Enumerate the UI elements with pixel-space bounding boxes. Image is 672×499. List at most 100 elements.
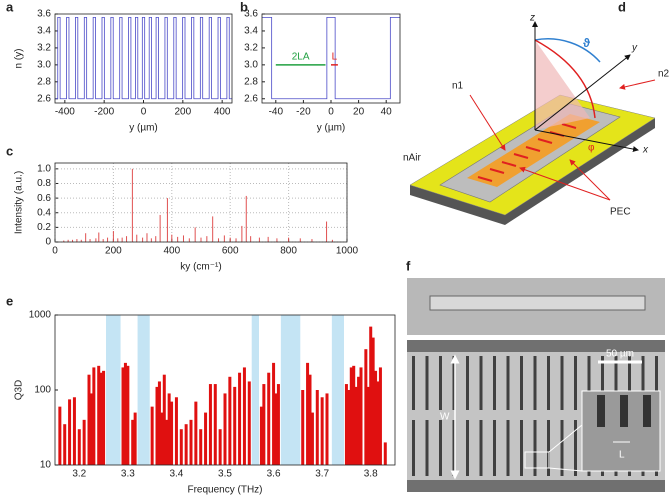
bar (174, 397, 178, 465)
bar (347, 390, 351, 465)
y-axis (534, 54, 631, 131)
bar (272, 362, 276, 465)
pec-label: PEC (610, 207, 631, 218)
x-tick-label: 1000 (336, 246, 359, 257)
bar (72, 397, 76, 465)
panel-label: a (6, 0, 14, 14)
bar (189, 419, 193, 465)
y-tick-label: 100 (34, 385, 51, 396)
bar (162, 374, 166, 465)
bar (308, 374, 312, 465)
edge (407, 480, 665, 492)
device-diagram: d z y x ϑ φ n1 n2 nAir PEC (403, 0, 670, 225)
nair-label: nAir (403, 153, 421, 164)
bar (364, 349, 368, 465)
bar (374, 370, 378, 465)
y-tick-label: 2.6 (37, 93, 51, 104)
plot-frame (261, 13, 401, 104)
bar (157, 381, 161, 465)
bar (167, 393, 171, 465)
bar (352, 365, 356, 465)
x-tick-label: 3.2 (72, 469, 86, 480)
bar (170, 401, 174, 465)
x-tick-label: 400 (163, 246, 180, 257)
slit (479, 356, 483, 410)
zoom-line (548, 424, 583, 453)
bar (369, 326, 373, 465)
slit (547, 420, 550, 476)
theta-arc (534, 38, 601, 63)
slit (560, 356, 564, 410)
slit (439, 420, 442, 476)
x-tick-label: -40 (269, 107, 284, 118)
inset-slit (620, 395, 628, 427)
axis-name: x (642, 145, 649, 156)
n1-arrow (469, 94, 506, 151)
bar (68, 399, 72, 465)
bar (376, 381, 380, 465)
bar (267, 372, 271, 465)
bar (218, 429, 222, 465)
bar (315, 390, 319, 465)
highlight-band (106, 315, 121, 465)
bar (371, 337, 375, 465)
sem-image: f 50 µm W L (406, 258, 665, 492)
bar (301, 390, 305, 465)
slit (641, 356, 645, 410)
bar (133, 412, 137, 465)
bar (87, 374, 91, 465)
bar (223, 393, 227, 465)
phi-arc (534, 39, 596, 119)
y-tick-label: 10 (40, 460, 52, 471)
plot-frame (54, 162, 348, 243)
x-axis-label: Frequency (THz) (187, 485, 262, 496)
x-tick-label: 20 (353, 107, 365, 118)
panel-label: c (6, 143, 13, 158)
bar (262, 384, 266, 465)
inset-slit (643, 395, 651, 427)
bar (77, 429, 81, 465)
bar (213, 384, 217, 465)
x-tick-label: 40 (381, 107, 393, 118)
bar (184, 424, 188, 465)
x-tick-label: 3.8 (364, 469, 378, 480)
bar (378, 367, 382, 465)
bar (383, 442, 387, 465)
y-axis-label: Intensity (a.u.) (14, 171, 25, 234)
pec-arrow (569, 159, 611, 201)
x-tick-label: 0 (52, 246, 58, 257)
x-tick-label: 200 (105, 246, 122, 257)
y-tick-label: 3.6 (244, 9, 258, 20)
plot-frame (54, 314, 396, 466)
panel-label: f (406, 258, 411, 273)
x-tick-label: 200 (174, 107, 191, 118)
n2-arrow (619, 79, 656, 90)
slit (506, 356, 510, 410)
scale-label: 50 µm (606, 349, 634, 360)
bar (259, 406, 263, 465)
bar (310, 412, 314, 465)
x-tick-label: -400 (55, 107, 75, 118)
theta-label: ϑ (583, 36, 590, 50)
pec-arrow (519, 166, 611, 201)
y-tick-label: 0.2 (37, 222, 51, 233)
bar (89, 393, 93, 465)
bar (99, 372, 103, 465)
slit (466, 356, 469, 410)
bar (199, 429, 203, 465)
x-tick-label: 400 (214, 107, 231, 118)
bar (306, 362, 310, 465)
slit (520, 356, 523, 410)
y-tick-label: 3.4 (37, 26, 51, 37)
highlight-band (331, 315, 344, 465)
x-axis (534, 129, 639, 152)
bar (92, 367, 96, 465)
bar (155, 386, 159, 465)
y-tick-label: 3.0 (244, 59, 258, 70)
panel-label: e (6, 293, 13, 308)
bar (121, 367, 125, 465)
slit (506, 420, 510, 476)
x-axis-label: y (µm) (129, 123, 158, 134)
bar (123, 362, 127, 465)
